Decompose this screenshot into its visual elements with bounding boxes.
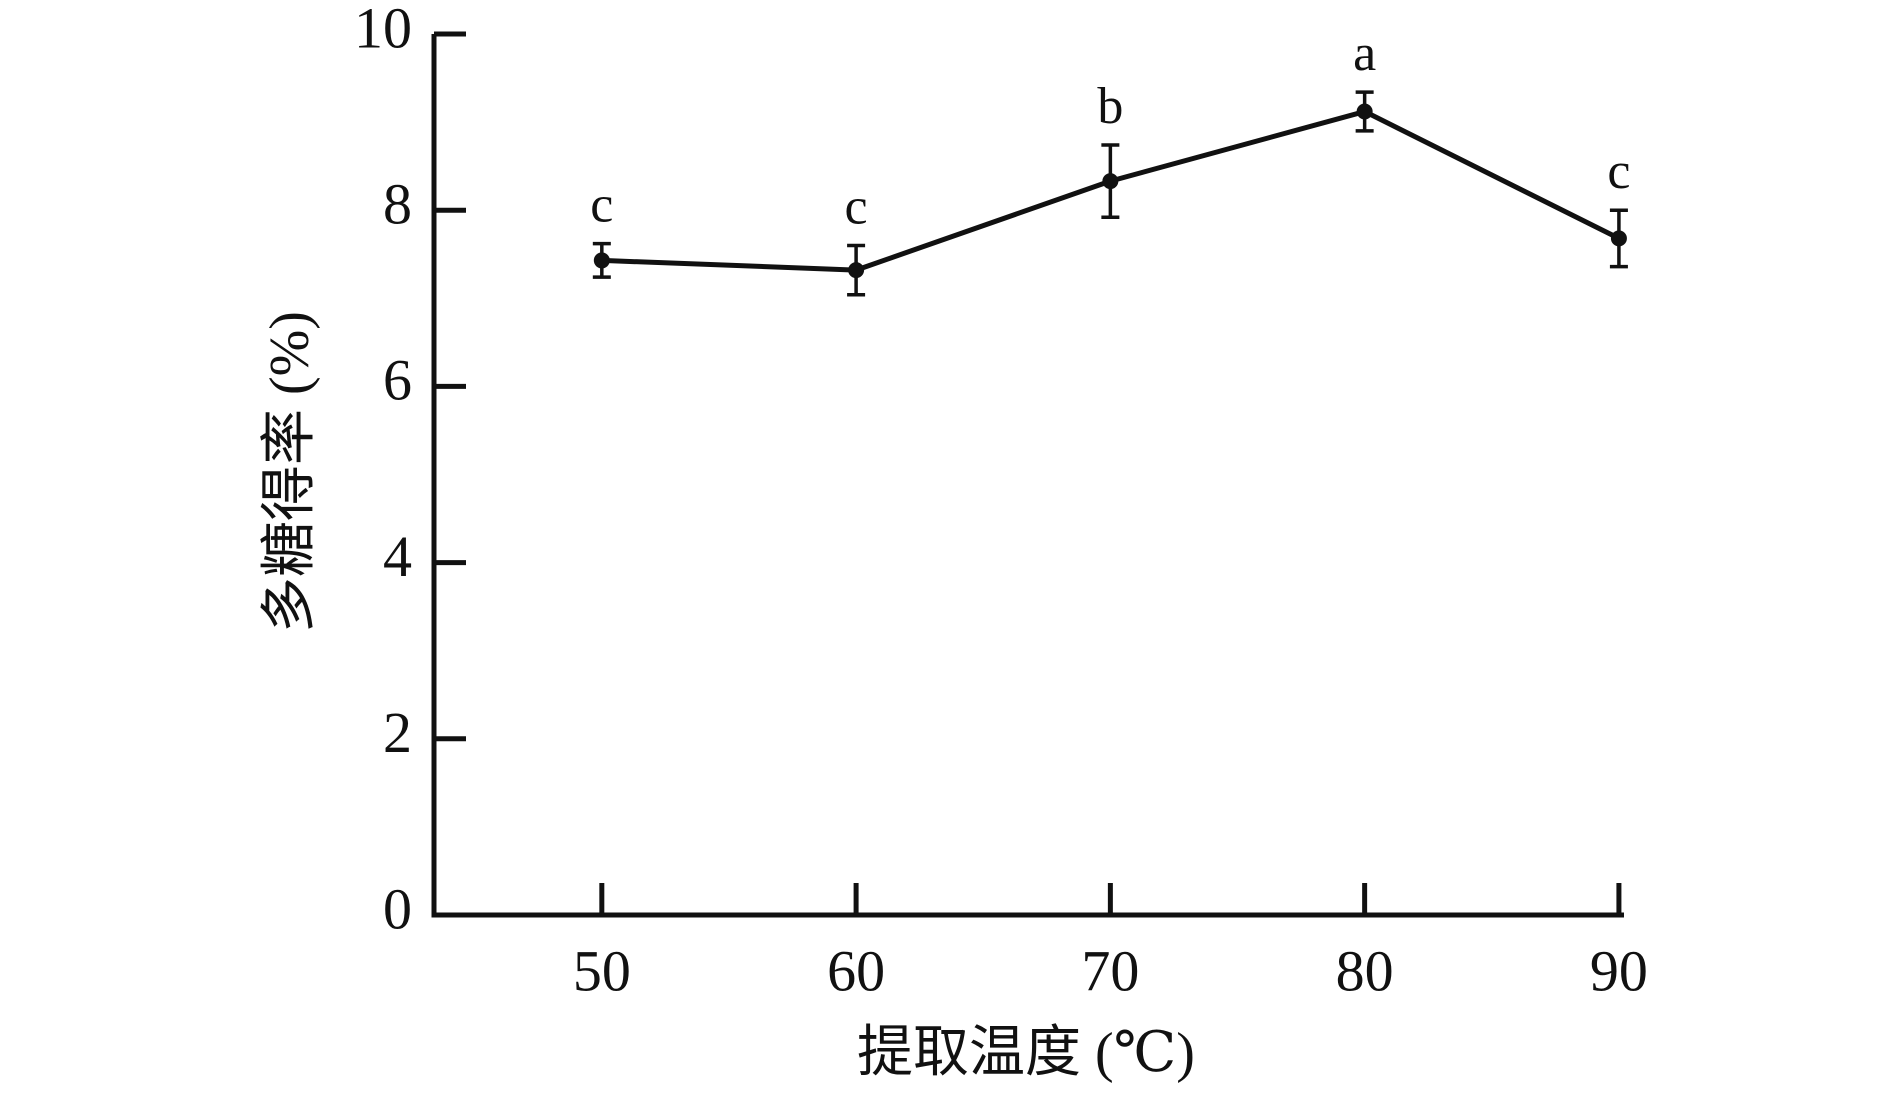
y-tick-label: 10 <box>354 0 412 60</box>
y-axis-title: 多糖得率 (%) <box>259 311 321 633</box>
data-point <box>1610 230 1627 247</box>
x-tick-label: 50 <box>573 938 631 1003</box>
x-tick-label: 90 <box>1590 938 1648 1003</box>
y-tick-label: 0 <box>383 876 412 941</box>
x-tick-label: 60 <box>827 938 885 1003</box>
significance-label: b <box>1097 78 1123 135</box>
y-tick-label: 4 <box>383 524 412 589</box>
y-tick-label: 2 <box>383 700 412 765</box>
data-point <box>593 252 610 269</box>
x-tick-label: 70 <box>1081 938 1139 1003</box>
data-point <box>1102 173 1119 190</box>
data-point <box>848 262 865 279</box>
axes <box>431 34 1624 918</box>
y-tick-label: 8 <box>383 172 412 237</box>
y-tick-label: 6 <box>383 348 412 413</box>
significance-label: c <box>590 177 613 234</box>
significance-label: c <box>1607 143 1630 200</box>
x-axis-title: 提取温度 (℃) <box>857 1022 1195 1084</box>
significance-label: a <box>1353 25 1376 82</box>
significance-label: c <box>845 178 868 235</box>
x-tick-label: 80 <box>1336 938 1394 1003</box>
data-point <box>1356 103 1373 120</box>
